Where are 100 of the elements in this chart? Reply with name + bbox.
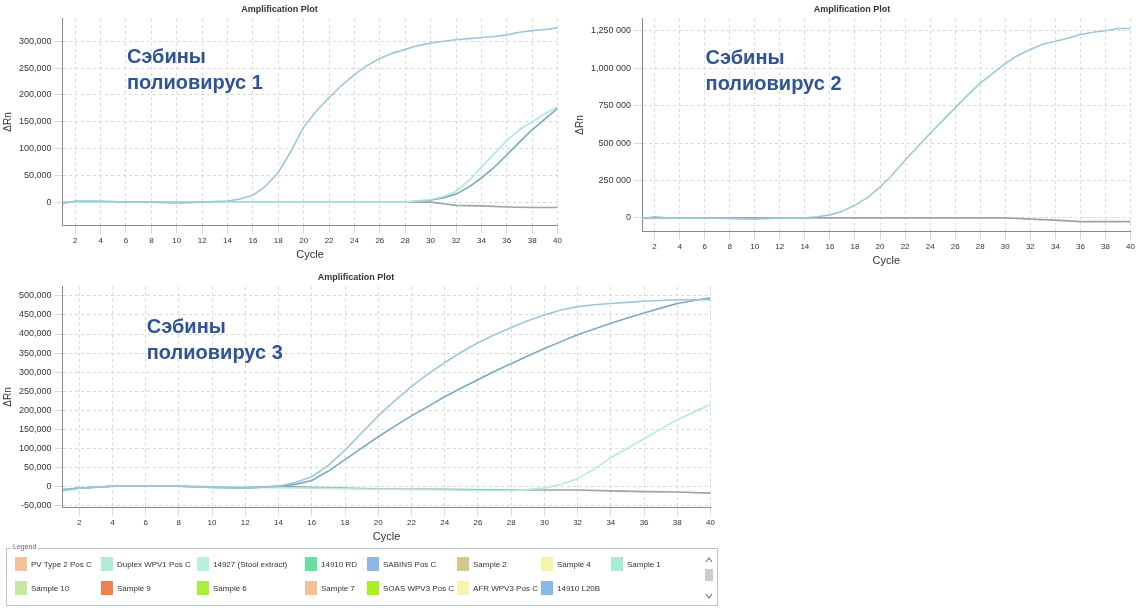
- x-tick-label: 32: [573, 518, 583, 528]
- x-tick-label: 30: [539, 518, 550, 528]
- x-tick-label: 18: [340, 518, 350, 528]
- x-tick-label: 20: [373, 518, 384, 528]
- text: Duplex WPV1 Pos C: [117, 559, 191, 569]
- y-tick-label: 200,000: [18, 89, 52, 100]
- text: Sample 7: [321, 583, 355, 593]
- x-tick-label: 24: [350, 236, 360, 246]
- y-axis-title: ΔRn: [1, 112, 13, 132]
- y-tick-label: 200,000: [18, 404, 52, 415]
- x-tick-label: 24: [440, 518, 450, 528]
- y-tick-label: 750 000: [598, 100, 632, 111]
- y-tick-label: 300,000: [18, 35, 52, 46]
- text: Sample 1: [627, 559, 661, 569]
- x-tick-label: 18: [273, 236, 284, 246]
- text: 14910 RD: [321, 559, 358, 569]
- x-tick-label: 38: [1101, 242, 1111, 252]
- y-tick-label: 150,000: [18, 116, 52, 127]
- x-tick-label: 8: [149, 236, 155, 246]
- x-tick-label: 28: [400, 236, 411, 246]
- x-tick-label: 40: [553, 236, 563, 246]
- x-tick-label: 18: [850, 242, 860, 252]
- x-tick-label: 10: [750, 242, 760, 252]
- text: 14927 (Stool extract): [213, 559, 288, 569]
- y-tick-label: 1,000 000: [590, 62, 632, 73]
- x-tick-label: 32: [1025, 242, 1036, 252]
- x-tick-label: 34: [606, 518, 616, 528]
- x-tick-label: 22: [407, 518, 417, 528]
- x-tick-label: 16: [307, 518, 317, 528]
- x-tick-label: 24: [925, 242, 936, 252]
- x-tick-label: 4: [110, 518, 116, 528]
- y-tick-label: 50,000: [24, 461, 52, 472]
- x-tick-label: 6: [143, 518, 149, 528]
- text: Sample 10: [31, 583, 70, 593]
- x-tick-label: 22: [324, 236, 335, 246]
- x-tick-label: 2: [652, 242, 658, 252]
- x-tick-label: 16: [825, 242, 835, 252]
- x-tick-label: 6: [702, 242, 708, 252]
- x-axis-title: Cycle: [372, 530, 401, 543]
- x-tick-label: 26: [950, 242, 961, 252]
- chart-title: Amplification Plot: [241, 3, 318, 14]
- x-tick-label: 4: [98, 236, 104, 246]
- x-tick-label: 14: [223, 236, 233, 246]
- text: Sample 9: [117, 583, 151, 593]
- x-tick-label: 20: [299, 236, 309, 246]
- y-tick-label: 50,000: [24, 169, 52, 180]
- y-tick-label: 100,000: [18, 442, 52, 453]
- y-tick-label: 100,000: [18, 143, 52, 154]
- text: AFR WPV3 Pos C: [473, 583, 538, 593]
- y-tick-label: 0: [626, 212, 632, 223]
- text: 14910 L20B: [557, 583, 601, 593]
- y-tick-label: 0: [46, 196, 52, 207]
- x-tick-label: 32: [451, 236, 461, 246]
- x-tick-label: 26: [375, 236, 385, 246]
- text: Sample 4: [557, 559, 591, 569]
- x-tick-label: 36: [639, 518, 650, 528]
- y-tick-label: 350,000: [18, 347, 52, 358]
- annotation: Сэбины полиовирус 1: [126, 45, 263, 94]
- x-tick-label: 8: [727, 242, 733, 252]
- y-tick-label: 500 000: [598, 137, 632, 148]
- x-tick-label: 30: [1000, 242, 1011, 252]
- y-tick-label: 150,000: [18, 423, 52, 434]
- x-tick-label: 36: [1075, 242, 1086, 252]
- x-tick-label: 8: [176, 518, 182, 528]
- x-tick-label: 36: [502, 236, 512, 246]
- x-tick-label: 4: [677, 242, 683, 252]
- y-axis-title: ΔRn: [1, 387, 13, 407]
- text: SOAS WPV3 Pos C: [383, 583, 455, 593]
- x-tick-label: 14: [800, 242, 810, 252]
- x-tick-label: 12: [775, 242, 785, 252]
- y-tick-label: 300,000: [18, 366, 52, 377]
- chart-title: Amplification Plot: [813, 3, 891, 14]
- x-axis-title: Cycle: [296, 248, 324, 261]
- x-tick-label: 34: [476, 236, 487, 246]
- x-tick-label: 6: [123, 236, 129, 246]
- x-axis-title: Cycle: [872, 254, 901, 267]
- x-tick-label: 22: [900, 242, 911, 252]
- x-tick-label: 12: [240, 518, 251, 528]
- y-tick-label: 500,000: [18, 290, 52, 301]
- text: Sample 6: [213, 583, 247, 593]
- x-tick-label: 2: [76, 518, 82, 528]
- x-tick-label: 10: [207, 518, 218, 528]
- y-tick-label: 250,000: [18, 385, 52, 396]
- x-tick-label: 40: [1126, 242, 1136, 252]
- y-tick-label: -50,000: [21, 499, 52, 510]
- x-tick-label: 26: [473, 518, 483, 528]
- x-tick-label: 16: [248, 236, 258, 246]
- y-tick-label: 1,250 000: [590, 25, 632, 36]
- x-tick-label: 30: [426, 236, 436, 246]
- text: Sample 2: [473, 559, 507, 569]
- x-tick-label: 14: [274, 518, 284, 528]
- text: SABINS Pos C: [383, 559, 437, 569]
- x-tick-label: 28: [506, 518, 517, 528]
- x-tick-label: 40: [706, 518, 716, 528]
- annotation: Сэбины полиовирус 3: [146, 315, 283, 364]
- chart-title: Amplification Plot: [317, 271, 395, 282]
- text: PV Type 2 Pos C: [31, 559, 92, 569]
- x-tick-label: 38: [527, 236, 538, 246]
- y-axis-title: ΔRn: [573, 115, 585, 135]
- x-tick-label: 28: [975, 242, 986, 252]
